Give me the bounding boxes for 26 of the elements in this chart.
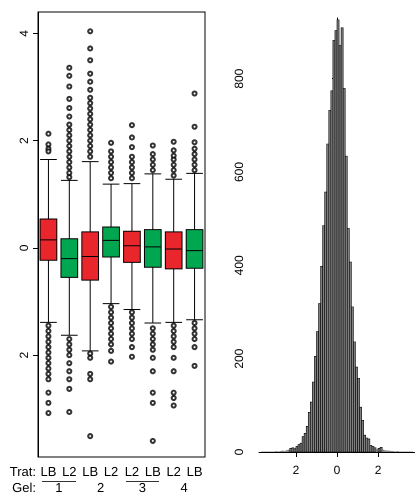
y-tick-label: 800 (232, 68, 246, 89)
y-tick-label: 2 (17, 351, 31, 358)
x-tick-label: LB (82, 464, 98, 479)
y-tick-label: 2 (17, 137, 31, 144)
text: Trat: (10, 464, 36, 479)
y-tick-label: 0 (17, 244, 31, 252)
text: 3 (138, 480, 146, 494)
y-tick-label: 200 (232, 348, 246, 369)
x-tick-label: LB (144, 464, 161, 479)
text: Gel: (12, 480, 36, 494)
x-tick-label: 2 (374, 463, 382, 477)
x-tick-label: LB (40, 464, 56, 479)
text: 1 (55, 480, 62, 494)
text: 4 (180, 480, 188, 494)
x-tick-label: L2 (166, 464, 181, 479)
x-tick-label: L2 (104, 464, 118, 479)
y-tick-label: 600 (232, 162, 246, 182)
y-tick-label: 4 (17, 30, 31, 37)
text: 2 (97, 480, 104, 494)
x-tick-label: LB (186, 464, 203, 479)
x-tick-label: L2 (124, 464, 140, 479)
y-tick-label: 0 (232, 448, 246, 456)
x-tick-label: L2 (62, 464, 77, 479)
x-tick-label: 0 (334, 463, 341, 477)
x-tick-label: 2 (292, 463, 300, 477)
y-tick-label: 400 (232, 255, 246, 276)
